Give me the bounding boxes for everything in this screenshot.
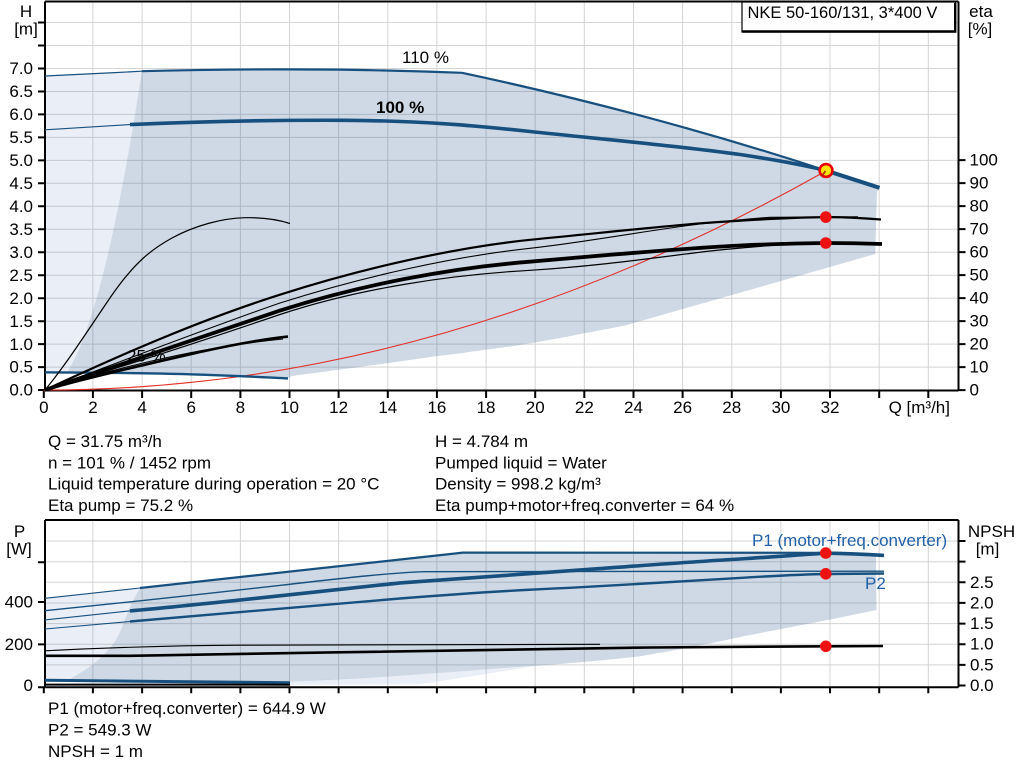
svg-text:3.0: 3.0 [9,243,33,262]
svg-text:Q = 31.75 m³/h: Q = 31.75 m³/h [48,432,162,451]
svg-text:Eta pump+motor+freq.converter: Eta pump+motor+freq.converter = 64 % [435,496,734,515]
svg-text:5.0: 5.0 [9,151,33,170]
svg-text:2.0: 2.0 [9,289,33,308]
svg-text:Pumped liquid = Water: Pumped liquid = Water [435,453,607,472]
svg-text:90: 90 [970,174,989,193]
svg-text:22: 22 [575,398,594,417]
svg-text:4.5: 4.5 [9,174,33,193]
svg-text:P1 (motor+freq.converter): P1 (motor+freq.converter) [752,531,947,550]
svg-text:5.5: 5.5 [9,128,33,147]
svg-text:80: 80 [970,197,989,216]
svg-text:1.0: 1.0 [970,635,994,654]
svg-text:100 %: 100 % [376,98,424,117]
svg-text:NKE 50-160/131, 3*400 V: NKE 50-160/131, 3*400 V [748,4,938,22]
svg-text:0: 0 [39,398,48,417]
svg-text:0.5: 0.5 [9,358,33,377]
svg-text:60: 60 [970,243,989,262]
svg-text:H = 4.784 m: H = 4.784 m [435,432,528,451]
svg-text:20: 20 [526,398,545,417]
svg-text:P2: P2 [865,574,886,593]
svg-text:28: 28 [722,398,741,417]
svg-text:6.0: 6.0 [9,105,33,124]
svg-text:H: H [20,2,32,21]
svg-text:7.0: 7.0 [9,59,33,78]
svg-text:P: P [14,522,25,541]
svg-text:6.5: 6.5 [9,82,33,101]
svg-text:6: 6 [186,398,195,417]
svg-text:400: 400 [5,593,33,612]
svg-text:1.5: 1.5 [970,614,994,633]
svg-text:18: 18 [477,398,496,417]
svg-text:P1 (motor+freq.converter) = 64: P1 (motor+freq.converter) = 644.9 W [48,699,326,718]
svg-text:[%]: [%] [968,20,993,39]
svg-text:[m]: [m] [14,20,38,39]
svg-text:3.5: 3.5 [9,220,33,239]
svg-text:100: 100 [970,151,998,170]
svg-text:2.0: 2.0 [970,593,994,612]
svg-text:200: 200 [5,635,33,654]
svg-text:8: 8 [236,398,245,417]
svg-text:2.5: 2.5 [970,573,994,592]
svg-text:1.0: 1.0 [9,335,33,354]
svg-text:NPSH: NPSH [968,522,1015,541]
svg-text:10: 10 [280,398,299,417]
svg-text:26: 26 [673,398,692,417]
svg-text:Liquid temperature during oper: Liquid temperature during operation = 20… [48,475,379,494]
svg-text:NPSH = 1 m: NPSH = 1 m [48,742,143,761]
svg-text:30: 30 [970,312,989,331]
svg-text:2: 2 [88,398,97,417]
svg-text:25 %: 25 % [127,347,166,366]
svg-text:16: 16 [427,398,446,417]
svg-text:[W]: [W] [6,540,32,559]
svg-text:110 %: 110 % [402,48,449,67]
svg-text:[m]: [m] [976,540,1000,559]
svg-text:20: 20 [970,335,989,354]
svg-text:30: 30 [771,398,790,417]
svg-text:14: 14 [378,398,397,417]
svg-text:10: 10 [970,358,989,377]
svg-text:0: 0 [24,676,33,695]
svg-text:0.0: 0.0 [9,381,33,400]
svg-text:Q [m³/h]: Q [m³/h] [889,398,950,417]
svg-text:24: 24 [624,398,643,417]
svg-text:4.0: 4.0 [9,197,33,216]
svg-text:0.0: 0.0 [970,676,994,695]
svg-text:Density = 998.2 kg/m³: Density = 998.2 kg/m³ [435,475,601,494]
svg-text:0: 0 [970,381,979,400]
svg-text:1.5: 1.5 [9,312,33,331]
svg-text:4: 4 [137,398,146,417]
svg-text:Eta pump = 75.2 %: Eta pump = 75.2 % [48,496,193,515]
svg-text:50: 50 [970,266,989,285]
svg-text:32: 32 [821,398,840,417]
svg-text:P2 = 549.3 W: P2 = 549.3 W [48,721,151,740]
svg-text:2.5: 2.5 [9,266,33,285]
svg-text:40: 40 [970,289,989,308]
svg-text:12: 12 [329,398,348,417]
svg-text:70: 70 [970,220,989,239]
svg-text:0.5: 0.5 [970,655,994,674]
svg-text:n = 101 % / 1452 rpm: n = 101 % / 1452 rpm [48,453,211,472]
svg-text:eta: eta [969,2,993,21]
